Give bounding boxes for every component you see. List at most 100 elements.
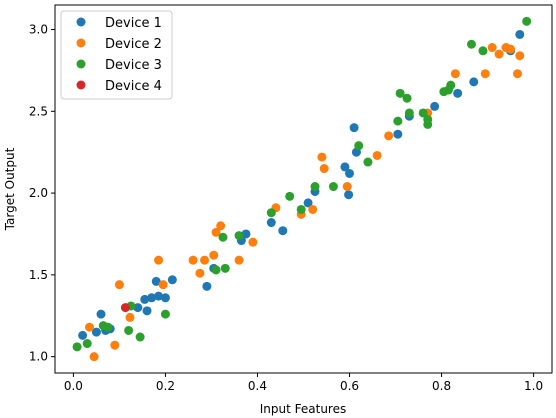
point-series-3-29 bbox=[446, 80, 456, 90]
legend-marker-1 bbox=[76, 17, 86, 27]
point-series-2-9 bbox=[195, 268, 205, 278]
point-series-1-3 bbox=[96, 309, 106, 319]
legend-label-4: Device 4 bbox=[105, 79, 162, 94]
point-series-2-23 bbox=[384, 131, 394, 141]
legend-marker-3 bbox=[76, 59, 86, 69]
point-series-2-15 bbox=[248, 237, 258, 247]
point-series-1-20 bbox=[303, 198, 313, 208]
point-series-2-20 bbox=[319, 164, 329, 174]
point-series-3-18 bbox=[354, 141, 364, 151]
point-series-3-24 bbox=[418, 108, 428, 118]
point-series-2-22 bbox=[372, 150, 382, 160]
point-series-3-9 bbox=[211, 265, 221, 275]
x-tick-label-4: 0.6 bbox=[340, 379, 359, 393]
y-tick-label-4: 2.5 bbox=[29, 104, 48, 118]
legend-label-1: Device 1 bbox=[105, 16, 162, 31]
point-series-3-26 bbox=[423, 119, 433, 129]
point-series-2-26 bbox=[480, 69, 490, 79]
point-series-2-8 bbox=[188, 255, 198, 265]
x-tick-label-2: 0.2 bbox=[156, 379, 175, 393]
point-series-3-14 bbox=[285, 191, 295, 201]
x-tick-label-6: 1.0 bbox=[524, 379, 543, 393]
point-series-3-19 bbox=[363, 157, 373, 167]
point-series-2-7 bbox=[158, 280, 168, 290]
point-series-1-1 bbox=[78, 330, 88, 340]
point-series-1-7 bbox=[140, 294, 150, 304]
point-series-1-22 bbox=[340, 162, 350, 172]
point-series-2-10 bbox=[200, 255, 210, 265]
point-series-1-31 bbox=[469, 77, 479, 87]
x-tick-label-1: 0.0 bbox=[64, 379, 83, 393]
point-series-2-6 bbox=[154, 255, 164, 265]
point-series-1-19 bbox=[278, 226, 288, 236]
point-series-3-10 bbox=[218, 232, 228, 242]
point-series-2-31 bbox=[512, 69, 522, 79]
point-series-3-15 bbox=[296, 204, 306, 214]
point-series-1-18 bbox=[266, 218, 276, 228]
y-tick-label-3: 2.0 bbox=[29, 186, 48, 200]
point-series-2-13 bbox=[216, 221, 226, 231]
point-series-4-1 bbox=[120, 303, 130, 313]
point-series-2-11 bbox=[209, 250, 219, 260]
point-series-2-19 bbox=[317, 152, 327, 162]
point-series-2-18 bbox=[308, 204, 318, 214]
legend-label-3: Device 3 bbox=[105, 58, 162, 73]
point-series-2-28 bbox=[494, 49, 504, 59]
point-series-3-16 bbox=[310, 182, 320, 192]
point-series-1-8 bbox=[142, 306, 152, 316]
point-series-3-30 bbox=[466, 39, 476, 49]
x-tick-label-5: 0.8 bbox=[432, 379, 451, 393]
point-series-1-9 bbox=[147, 293, 157, 303]
point-series-1-12 bbox=[160, 293, 170, 303]
point-series-3-22 bbox=[402, 93, 412, 103]
point-series-1-33 bbox=[515, 29, 525, 39]
legend-label-2: Device 2 bbox=[105, 37, 162, 52]
y-tick-label-2: 1.5 bbox=[29, 268, 48, 282]
point-series-2-21 bbox=[342, 182, 352, 192]
point-series-3-31 bbox=[478, 46, 488, 56]
point-series-1-24 bbox=[344, 190, 354, 200]
point-series-1-14 bbox=[202, 281, 212, 291]
point-series-1-30 bbox=[453, 88, 463, 98]
point-series-1-17 bbox=[241, 229, 251, 239]
point-series-2-32 bbox=[515, 51, 525, 61]
point-series-2-30 bbox=[506, 44, 516, 54]
point-series-2-4 bbox=[114, 280, 124, 290]
y-tick-label-1: 1.0 bbox=[29, 350, 48, 364]
point-series-3-8 bbox=[160, 309, 170, 319]
point-series-2-5 bbox=[125, 312, 135, 322]
x-tick-label-3: 0.4 bbox=[248, 379, 267, 393]
y-axis: 1.0 1.5 2.0 2.5 3.0 bbox=[29, 23, 55, 364]
point-series-3-17 bbox=[328, 182, 338, 192]
point-series-1-10 bbox=[151, 276, 161, 286]
point-series-1-29 bbox=[430, 101, 440, 111]
point-series-2-25 bbox=[450, 69, 460, 79]
point-series-1-25 bbox=[349, 123, 359, 133]
point-series-3-1 bbox=[72, 342, 82, 352]
point-series-2-27 bbox=[487, 43, 497, 53]
point-series-3-32 bbox=[522, 16, 532, 26]
point-series-1-11 bbox=[154, 291, 164, 301]
point-series-3-12 bbox=[234, 231, 244, 241]
x-axis-label: Input Features bbox=[260, 402, 346, 416]
legend-marker-4 bbox=[76, 80, 86, 90]
points-layer bbox=[72, 16, 532, 362]
point-series-2-3 bbox=[110, 340, 120, 350]
point-series-1-23 bbox=[345, 168, 355, 178]
point-series-3-23 bbox=[404, 108, 414, 118]
point-series-1-6 bbox=[133, 303, 143, 313]
x-axis: 0.0 0.2 0.4 0.6 0.8 1.0 bbox=[64, 373, 543, 393]
point-series-2-12 bbox=[211, 227, 221, 237]
point-series-2-14 bbox=[234, 255, 244, 265]
point-series-1-13 bbox=[167, 275, 177, 285]
legend-box bbox=[60, 10, 173, 100]
point-series-3-2 bbox=[82, 339, 92, 349]
point-series-3-5 bbox=[124, 325, 134, 335]
point-series-3-4 bbox=[103, 322, 113, 332]
point-series-3-20 bbox=[393, 116, 403, 126]
point-series-3-11 bbox=[220, 263, 230, 273]
y-axis-label: Target Output bbox=[3, 147, 17, 231]
point-series-2-2 bbox=[89, 352, 99, 362]
y-tick-label-5: 3.0 bbox=[29, 23, 48, 37]
